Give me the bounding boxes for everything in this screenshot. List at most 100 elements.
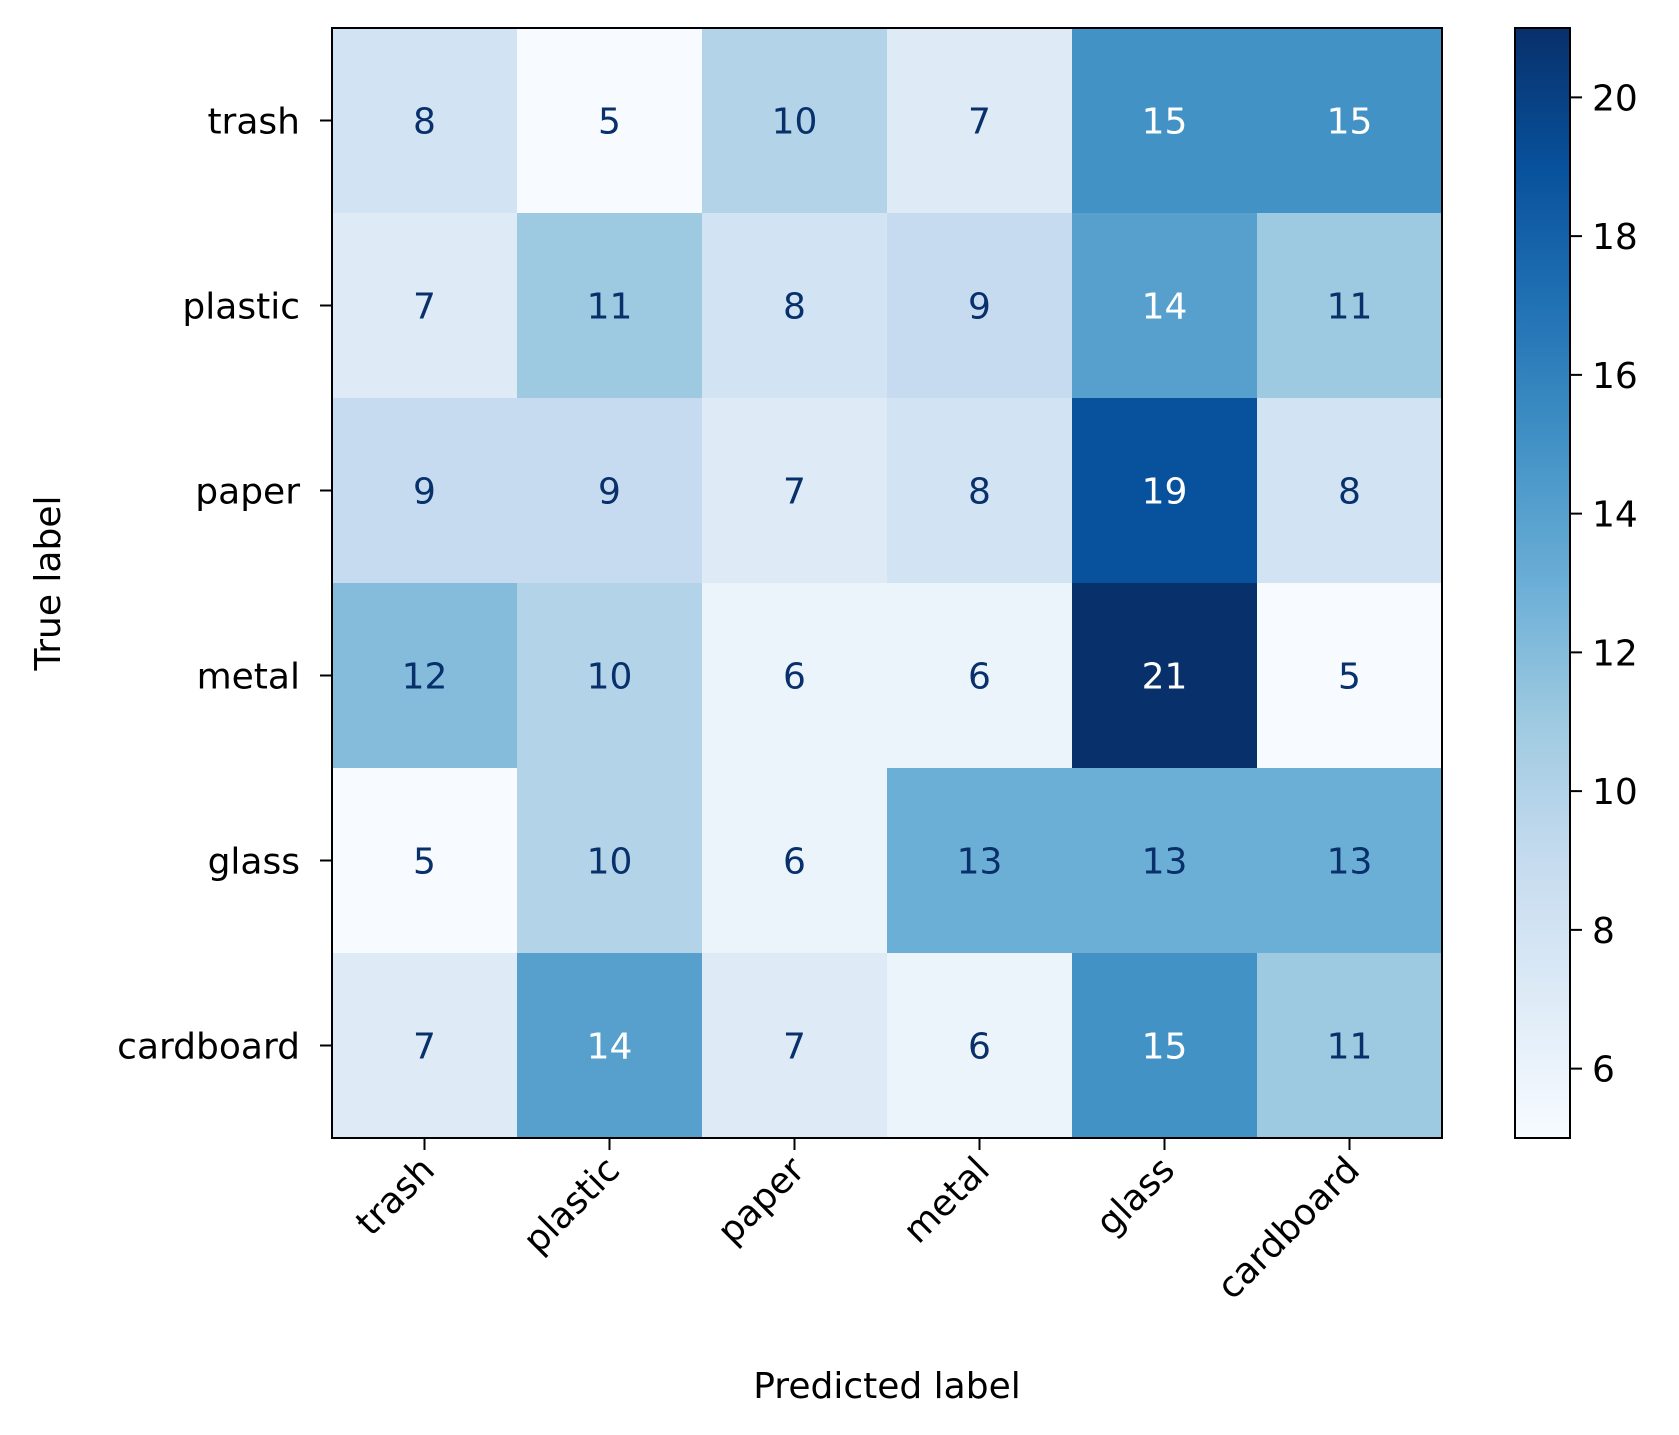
x-tick-label: metal: [896, 1149, 998, 1251]
colorbar-tick-label: 18: [1592, 217, 1638, 258]
heatmap-cell: [332, 953, 518, 1139]
colorbar-tick-label: 6: [1592, 1050, 1615, 1091]
colorbar-tick-label: 12: [1592, 633, 1638, 674]
heatmap-cell: [1072, 583, 1258, 769]
heatmap-cell: [702, 28, 888, 214]
heatmap-cell: [702, 583, 888, 769]
heatmap-cell: [332, 583, 518, 769]
cell-value-label: 5: [1338, 657, 1361, 698]
cell-value-label: 6: [783, 842, 806, 883]
cell-value-label: 19: [1142, 472, 1188, 513]
x-tick-label: glass: [1089, 1149, 1183, 1243]
colorbar-tick-label: 10: [1592, 772, 1638, 813]
cell-value-label: 8: [783, 287, 806, 328]
heatmap-cell: [887, 768, 1073, 954]
heatmap-cell: [1072, 28, 1258, 214]
heatmap-cell: [887, 953, 1073, 1139]
heatmap-cell: [702, 398, 888, 584]
heatmap-cell: [887, 213, 1073, 399]
cell-value-label: 15: [1142, 1027, 1188, 1068]
cell-value-label: 13: [1327, 842, 1373, 883]
cell-value-label: 7: [968, 102, 991, 143]
heatmap-cell: [1072, 953, 1258, 1139]
heatmap-cell: [887, 28, 1073, 214]
heatmap-cell: [1072, 768, 1258, 954]
heatmap-cell: [517, 768, 703, 954]
cell-value-label: 14: [587, 1027, 633, 1068]
cell-value-label: 12: [402, 657, 448, 698]
colorbar-tick-label: 14: [1592, 495, 1638, 536]
heatmap-cell: [332, 398, 518, 584]
cell-value-label: 10: [772, 102, 818, 143]
cell-value-label: 13: [957, 842, 1003, 883]
heatmap-cell: [517, 953, 703, 1139]
heatmap-cell: [1257, 28, 1443, 214]
cell-value-label: 11: [1327, 1027, 1373, 1068]
x-tick-label: cardboard: [1210, 1149, 1368, 1307]
heatmap-cell: [1257, 953, 1443, 1139]
heatmap-cell: [517, 28, 703, 214]
cell-value-label: 9: [413, 472, 436, 513]
y-tick-label: cardboard: [117, 1027, 300, 1068]
cell-value-label: 10: [587, 842, 633, 883]
y-tick-label: paper: [195, 472, 300, 513]
heatmap-cell: [1257, 213, 1443, 399]
heatmap-cell: [887, 398, 1073, 584]
cell-value-label: 11: [587, 287, 633, 328]
x-axis-label: Predicted label: [753, 1366, 1021, 1407]
cell-value-label: 9: [968, 287, 991, 328]
cell-value-label: 15: [1142, 102, 1188, 143]
colorbar-tick-label: 16: [1592, 356, 1638, 397]
heatmap-cell: [1257, 583, 1443, 769]
cell-value-label: 15: [1327, 102, 1373, 143]
y-tick-label: metal: [197, 657, 300, 698]
cell-value-label: 7: [783, 1027, 806, 1068]
y-axis-label: True label: [28, 496, 69, 672]
heatmap-cell: [702, 953, 888, 1139]
heatmap-cell: [1072, 213, 1258, 399]
cell-value-label: 13: [1142, 842, 1188, 883]
y-tick-label: trash: [207, 102, 300, 143]
colorbar-ticks: 6 8 10 12 14 16 18 20: [1570, 78, 1638, 1091]
heatmap-cell: [517, 398, 703, 584]
y-axis: trash plastic paper metal glass cardboard: [117, 102, 332, 1068]
cell-value-label: 5: [598, 102, 621, 143]
x-tick-label: plastic: [516, 1149, 628, 1261]
cell-value-label: 8: [1338, 472, 1361, 513]
heatmap-cell: [517, 213, 703, 399]
y-tick-label: plastic: [182, 287, 300, 328]
cell-value-label: 21: [1142, 657, 1188, 698]
colorbar-tick-label: 20: [1592, 78, 1638, 119]
x-tick-label: paper: [710, 1149, 813, 1252]
x-axis: trash plastic paper metal glass cardboard: [348, 1138, 1368, 1308]
colorbar-tick-label: 8: [1592, 911, 1615, 952]
heatmap-cell: [332, 213, 518, 399]
heatmap-cell: [887, 583, 1073, 769]
cell-value-label: 7: [783, 472, 806, 513]
heatmap-cell: [332, 768, 518, 954]
cell-value-label: 5: [413, 842, 436, 883]
cell-value-label: 11: [1327, 287, 1373, 328]
cell-value-label: 6: [968, 1027, 991, 1068]
cell-value-label: 8: [413, 102, 436, 143]
heatmap-cell: [702, 768, 888, 954]
heatmap-cell: [517, 583, 703, 769]
heatmap-cell: [1072, 398, 1258, 584]
colorbar: 6 8 10 12 14 16 18 20: [1514, 27, 1638, 1139]
heatmap-cells: [332, 28, 1443, 1139]
cell-value-label: 7: [413, 1027, 436, 1068]
heatmap-cell: [702, 213, 888, 399]
cell-value-label: 6: [783, 657, 806, 698]
cell-value-label: 9: [598, 472, 621, 513]
cell-value-label: 10: [587, 657, 633, 698]
heatmap-cell: [1257, 398, 1443, 584]
heatmap-cell: [332, 28, 518, 214]
y-tick-label: glass: [208, 842, 300, 883]
cell-value-label: 8: [968, 472, 991, 513]
cell-value-label: 7: [413, 287, 436, 328]
plot-frame: [331, 27, 1443, 1139]
heatmap-cell: [1257, 768, 1443, 954]
heatmap-cell-labels: 8 5 10 7 15 15 7 11 8 9 14 11 9 9 7 8 19 8 12 10 6 6 21 5 5 10 6 13…: [402, 102, 1373, 1068]
cell-value-label: 6: [968, 657, 991, 698]
